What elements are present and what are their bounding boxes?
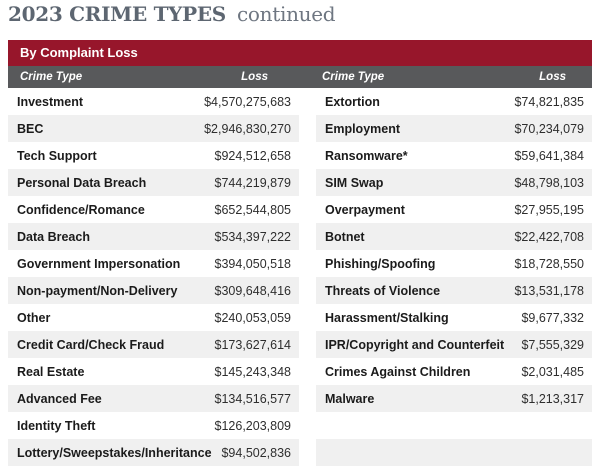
crime-type-cell: Confidence/Romance <box>17 202 145 217</box>
table-row: Investment $4,570,275,683 <box>8 88 299 115</box>
table-row: Botnet $22,422,708 <box>316 223 592 250</box>
table-row <box>316 439 592 466</box>
table-row: Government Impersonation $394,050,518 <box>8 250 299 277</box>
loss-cell: $744,219,879 <box>214 175 291 190</box>
crime-type-cell: SIM Swap <box>325 175 384 190</box>
loss-cell: $2,946,830,270 <box>204 121 291 136</box>
crime-type-cell: Advanced Fee <box>17 391 102 406</box>
crime-type-cell: Personal Data Breach <box>17 175 147 190</box>
loss-cell: $7,555,329 <box>521 337 584 352</box>
table-row: Lottery/Sweepstakes/Inheritance $94,502,8… <box>8 439 299 466</box>
column-header-bar: Crime Type Loss Crime Type Loss <box>8 66 592 88</box>
table-row: SIM Swap $48,798,103 <box>316 169 592 196</box>
table-row: Tech Support $924,512,658 <box>8 142 299 169</box>
crime-type-cell: Overpayment <box>325 202 405 217</box>
loss-cell: $22,422,708 <box>514 229 584 244</box>
loss-cell: $924,512,658 <box>214 148 291 163</box>
table-row: Personal Data Breach $744,219,879 <box>8 169 299 196</box>
table-row: IPR/Copyright and Counterfeit $7,555,329 <box>316 331 592 358</box>
loss-cell: $534,397,222 <box>214 229 291 244</box>
crime-type-cell: Employment <box>325 121 401 136</box>
table-row: Credit Card/Check Fraud $173,627,614 <box>8 331 299 358</box>
crime-type-cell: Lottery/Sweepstakes/Inheritance <box>17 445 212 460</box>
loss-cell: $27,955,195 <box>514 202 584 217</box>
crime-loss-table-left: Investment $4,570,275,683 BEC $2,946,830,27… <box>8 88 299 466</box>
crime-type-cell: Malware <box>325 391 375 406</box>
loss-cell: $145,243,348 <box>214 364 291 379</box>
table-row: Crimes Against Children $2,031,485 <box>316 358 592 385</box>
loss-cell: $126,203,809 <box>214 418 291 433</box>
loss-cell: $1,213,317 <box>521 391 584 406</box>
table-row: Confidence/Romance $652,544,805 <box>8 196 299 223</box>
crime-type-cell: Investment <box>17 94 83 109</box>
loss-cell: $240,053,059 <box>214 310 291 325</box>
table-row: Overpayment $27,955,195 <box>316 196 592 223</box>
loss-cell: $173,627,614 <box>214 337 291 352</box>
crime-type-cell: Non-payment/Non-Delivery <box>17 283 178 298</box>
loss-cell: $48,798,103 <box>514 175 584 190</box>
loss-cell: $74,821,835 <box>514 94 584 109</box>
table-row: Harassment/Stalking $9,677,332 <box>316 304 592 331</box>
table-row: Data Breach $534,397,222 <box>8 223 299 250</box>
table-row: Real Estate $145,243,348 <box>8 358 299 385</box>
loss-cell: $94,502,836 <box>221 445 291 460</box>
loss-cell: $4,570,275,683 <box>204 94 291 109</box>
loss-cell: $18,728,550 <box>514 256 584 271</box>
table-row: Identity Theft $126,203,809 <box>8 412 299 439</box>
table-row: Ransomware* $59,641,384 <box>316 142 592 169</box>
loss-cell: $9,677,332 <box>521 310 584 325</box>
table-row: BEC $2,946,830,270 <box>8 115 299 142</box>
crime-type-cell: Phishing/Spoofing <box>325 256 436 271</box>
table-row: Advanced Fee $134,516,577 <box>8 385 299 412</box>
crime-loss-table-right: Extortion $74,821,835 Employment $70,234,07… <box>316 88 592 466</box>
loss-cell: $309,648,416 <box>214 283 291 298</box>
crime-type-cell: Extortion <box>325 94 380 109</box>
loss-cell: $2,031,485 <box>521 364 584 379</box>
table-row: Non-payment/Non-Delivery $309,648,416 <box>8 277 299 304</box>
table-row: Phishing/Spoofing $18,728,550 <box>316 250 592 277</box>
table-row: Extortion $74,821,835 <box>316 88 592 115</box>
loss-cell: $70,234,079 <box>514 121 584 136</box>
crime-type-cell: Credit Card/Check Fraud <box>17 337 165 352</box>
crime-type-cell: BEC <box>17 121 44 136</box>
col-header-crime-type-right: Crime Type <box>322 71 385 83</box>
crime-type-cell: Government Impersonation <box>17 256 181 271</box>
section-banner: By Complaint Loss <box>8 40 592 66</box>
loss-cell: $394,050,518 <box>214 256 291 271</box>
crime-type-cell: Identity Theft <box>17 418 96 433</box>
crime-type-cell: Other <box>17 310 51 325</box>
crime-type-cell: Tech Support <box>17 148 97 163</box>
crime-type-cell: Harassment/Stalking <box>325 310 449 325</box>
loss-cell: $59,641,384 <box>514 148 584 163</box>
crime-type-cell: IPR/Copyright and Counterfeit <box>325 337 505 352</box>
crime-type-cell: Crimes Against Children <box>325 364 471 379</box>
crime-type-cell: Ransomware* <box>325 148 408 163</box>
crime-type-cell: Data Breach <box>17 229 90 244</box>
loss-cell: $134,516,577 <box>214 391 291 406</box>
crime-type-cell: Botnet <box>325 229 365 244</box>
table-row: Malware $1,213,317 <box>316 385 592 412</box>
col-header-loss-right: Loss <box>539 71 566 83</box>
page-title-main: 2023 CRIME TYPES <box>8 2 226 26</box>
col-header-loss-left: Loss <box>241 71 268 83</box>
loss-cell: $13,531,178 <box>514 283 584 298</box>
table-row: Threats of Violence $13,531,178 <box>316 277 592 304</box>
crime-type-cell: Real Estate <box>17 364 85 379</box>
table-row <box>316 412 592 439</box>
table-row: Other $240,053,059 <box>8 304 299 331</box>
page-title: 2023 CRIME TYPES continued <box>8 2 336 26</box>
col-header-crime-type-left: Crime Type <box>20 71 83 83</box>
loss-cell: $652,544,805 <box>214 202 291 217</box>
page-title-continued: continued <box>237 2 336 26</box>
section-banner-label: By Complaint Loss <box>20 45 138 60</box>
table-row: Employment $70,234,079 <box>316 115 592 142</box>
crime-type-cell: Threats of Violence <box>325 283 441 298</box>
